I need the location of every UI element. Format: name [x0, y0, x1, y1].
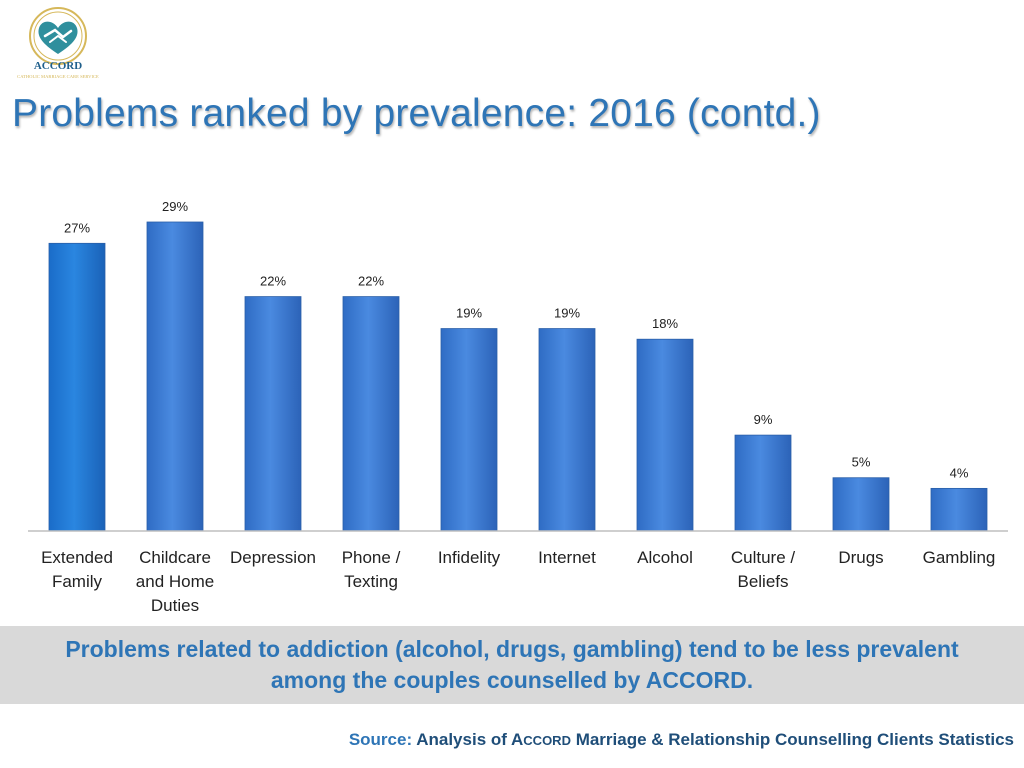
data-label: 19%: [554, 306, 580, 321]
source-citation: Source: Analysis of ACCORD Marriage & Re…: [349, 730, 1014, 750]
source-suffix: Marriage & Relationship Counselling Clie…: [570, 730, 1014, 749]
takeaway-banner: Problems related to addiction (alcohol, …: [0, 626, 1024, 704]
bar: [146, 221, 204, 532]
category-label: Gambling: [923, 548, 996, 567]
category-label: Alcohol: [637, 548, 693, 567]
bar: [244, 296, 302, 532]
bar: [538, 328, 596, 532]
category-label: Extended Family: [41, 548, 113, 591]
accord-logo: ACCORD CATHOLIC MARRIAGE CARE SERVICE: [8, 6, 108, 82]
data-label: 19%: [456, 306, 482, 321]
takeaway-line-1: Problems related to addiction (alcohol, …: [65, 636, 959, 662]
svg-text:CATHOLIC MARRIAGE CARE SERVICE: CATHOLIC MARRIAGE CARE SERVICE: [17, 74, 99, 79]
bar: [342, 296, 400, 532]
source-brand: CCORD: [523, 733, 571, 748]
category-label: Childcare and Home Duties: [136, 548, 214, 615]
category-label: Phone / Texting: [342, 548, 401, 591]
category-label: Drugs: [838, 548, 883, 567]
category-label: Depression: [230, 548, 316, 567]
bar: [636, 338, 694, 532]
source-prefix: Analysis of A: [416, 730, 524, 749]
bar: [734, 434, 792, 532]
category-label: Culture / Beliefs: [731, 548, 796, 591]
bar: [832, 477, 890, 532]
data-label: 9%: [754, 412, 773, 427]
bar-chart: 27% Extended Family 29% Childcare and Home Dut…: [28, 199, 1008, 615]
bar: [930, 487, 988, 532]
data-label: 4%: [950, 465, 969, 480]
data-label: 5%: [852, 455, 871, 470]
takeaway-line-2: among the couples counselled by ACCORD.: [270, 667, 754, 693]
category-label: Internet: [538, 548, 596, 567]
data-label: 22%: [260, 274, 286, 289]
svg-text:ACCORD: ACCORD: [34, 60, 82, 72]
bar: [48, 242, 106, 532]
category-label: Infidelity: [438, 548, 501, 567]
data-label: 22%: [358, 274, 384, 289]
data-label: 18%: [652, 316, 678, 331]
page-title: Problems ranked by prevalence: 2016 (con…: [12, 92, 821, 135]
bar: [440, 328, 498, 532]
source-label: Source:: [348, 730, 413, 749]
data-label: 27%: [64, 220, 90, 235]
data-label: 29%: [162, 199, 188, 214]
